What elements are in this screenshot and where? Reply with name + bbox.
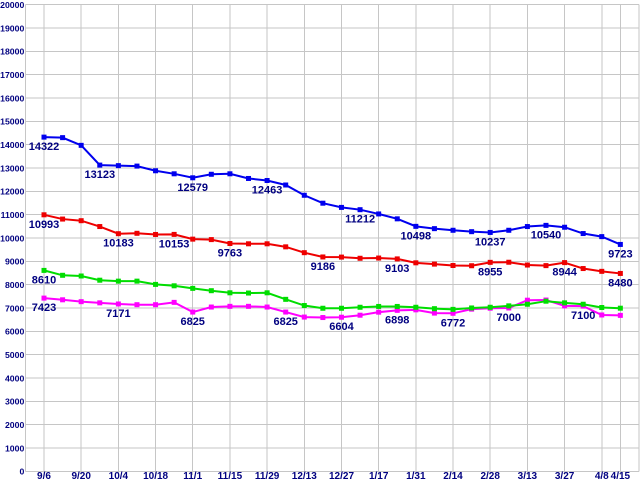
svg-text:14000: 14000 <box>0 140 24 150</box>
svg-text:9/6: 9/6 <box>37 471 51 480</box>
svg-text:9763: 9763 <box>218 248 242 260</box>
svg-text:10993: 10993 <box>29 219 60 231</box>
svg-text:10540: 10540 <box>531 229 562 241</box>
svg-text:15000: 15000 <box>0 117 24 127</box>
svg-text:20000: 20000 <box>0 0 24 10</box>
svg-text:9186: 9186 <box>311 261 335 273</box>
svg-text:9723: 9723 <box>608 248 632 260</box>
svg-text:6825: 6825 <box>273 316 297 328</box>
svg-text:13123: 13123 <box>85 169 116 181</box>
svg-text:11/15: 11/15 <box>218 471 243 480</box>
svg-text:8944: 8944 <box>552 267 577 279</box>
svg-text:4/8: 4/8 <box>595 471 609 480</box>
svg-text:10183: 10183 <box>103 238 134 250</box>
svg-text:9000: 9000 <box>5 257 24 267</box>
svg-text:11000: 11000 <box>1 210 25 220</box>
svg-text:5000: 5000 <box>5 350 24 360</box>
svg-text:12/27: 12/27 <box>329 471 354 480</box>
svg-text:10000: 10000 <box>0 233 24 243</box>
svg-text:13000: 13000 <box>0 163 24 173</box>
svg-text:1/31: 1/31 <box>406 471 426 480</box>
svg-text:3000: 3000 <box>5 397 24 407</box>
svg-text:6772: 6772 <box>441 317 465 329</box>
svg-text:10237: 10237 <box>475 236 506 248</box>
svg-text:12463: 12463 <box>252 185 283 197</box>
svg-text:14322: 14322 <box>29 141 60 153</box>
svg-text:8610: 8610 <box>32 274 56 286</box>
svg-text:7100: 7100 <box>571 310 595 322</box>
svg-text:12/13: 12/13 <box>292 471 317 480</box>
svg-text:11/29: 11/29 <box>255 471 280 480</box>
svg-text:16000: 16000 <box>0 93 24 103</box>
svg-text:6604: 6604 <box>329 321 354 333</box>
svg-text:9/20: 9/20 <box>71 471 91 480</box>
svg-text:2000: 2000 <box>5 420 24 430</box>
svg-text:6825: 6825 <box>180 316 204 328</box>
svg-text:7171: 7171 <box>106 308 130 320</box>
svg-text:12000: 12000 <box>0 187 24 197</box>
svg-text:10153: 10153 <box>159 238 190 250</box>
svg-text:12579: 12579 <box>177 182 208 194</box>
svg-text:2/14: 2/14 <box>443 471 463 480</box>
svg-text:2/28: 2/28 <box>480 471 500 480</box>
svg-text:8955: 8955 <box>478 266 502 278</box>
svg-text:10498: 10498 <box>401 230 432 242</box>
svg-text:1000: 1000 <box>5 443 24 453</box>
svg-text:19000: 19000 <box>0 23 24 33</box>
svg-text:8000: 8000 <box>5 280 24 290</box>
svg-text:17000: 17000 <box>0 70 24 80</box>
svg-text:8480: 8480 <box>608 277 632 289</box>
svg-text:6000: 6000 <box>5 327 24 337</box>
svg-text:10/4: 10/4 <box>109 471 129 480</box>
svg-text:10/18: 10/18 <box>143 471 168 480</box>
svg-text:9103: 9103 <box>385 263 409 275</box>
svg-text:3/13: 3/13 <box>518 471 538 480</box>
svg-text:7000: 7000 <box>5 303 24 313</box>
svg-text:7423: 7423 <box>32 302 56 314</box>
svg-text:11/1: 11/1 <box>183 471 202 480</box>
svg-text:7000: 7000 <box>497 312 521 324</box>
svg-text:4000: 4000 <box>5 373 24 383</box>
svg-text:3/27: 3/27 <box>555 471 575 480</box>
svg-text:0: 0 <box>19 467 24 477</box>
svg-text:18000: 18000 <box>0 47 24 57</box>
svg-text:11212: 11212 <box>345 214 375 226</box>
svg-text:4/15: 4/15 <box>611 471 631 480</box>
svg-text:6898: 6898 <box>385 314 409 326</box>
svg-text:1/17: 1/17 <box>369 471 389 480</box>
